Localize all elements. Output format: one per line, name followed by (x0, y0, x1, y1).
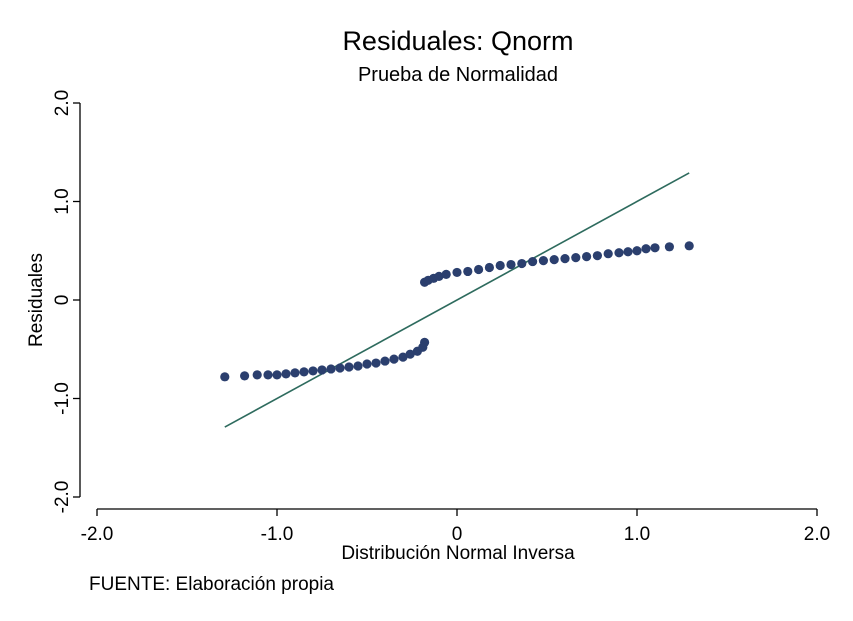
data-point (506, 259, 516, 270)
data-point (272, 370, 282, 380)
data-point (603, 249, 613, 259)
y-tick-label: 0 (52, 295, 73, 306)
data-point (571, 253, 581, 263)
data-point (650, 243, 660, 253)
data-point (641, 244, 651, 254)
data-point (344, 362, 354, 372)
data-point (380, 356, 390, 366)
data-point (582, 252, 592, 262)
data-point (434, 271, 444, 281)
data-point (632, 246, 642, 256)
data-point (299, 367, 309, 377)
reference-line-group (224, 172, 690, 428)
chart-subtitle: Prueba de Normalidad (358, 64, 558, 86)
y-tick-label: -2.0 (52, 481, 73, 514)
data-point (326, 364, 336, 374)
data-point (398, 352, 408, 362)
y-axis-title: Residuales (26, 253, 47, 347)
data-point (474, 264, 484, 275)
data-point (308, 366, 318, 376)
data-point (317, 365, 327, 375)
data-point (389, 354, 399, 364)
x-tick-label: 2.0 (804, 524, 830, 545)
data-point (371, 358, 381, 368)
source-note: FUENTE: Elaboración propia (89, 574, 334, 595)
data-point (592, 251, 603, 261)
data-point (252, 370, 262, 380)
data-point (263, 370, 273, 380)
data-point (463, 266, 473, 277)
x-tick-label: -2.0 (81, 524, 114, 545)
data-point (441, 269, 451, 279)
data-point (452, 267, 462, 278)
data-points (220, 241, 694, 382)
data-point (484, 262, 494, 273)
y-tick-label: -1.0 (52, 382, 73, 415)
data-point (362, 359, 372, 369)
x-axis-title: Distribución Normal Inversa (341, 543, 575, 564)
y-tick-label: 1.0 (52, 188, 73, 214)
data-point (560, 254, 570, 264)
data-point (290, 368, 300, 378)
data-point (549, 255, 559, 265)
data-point (623, 247, 633, 257)
data-point (240, 371, 250, 381)
reference-line (224, 172, 690, 428)
axes: -2.0 -1.0 0 1.0 2.0 -2.0 -1.0 0 1.0 2.0 (52, 90, 830, 545)
y-tick-label: 2.0 (52, 90, 73, 116)
data-point (335, 363, 345, 373)
data-point (684, 241, 694, 251)
data-point (517, 258, 527, 269)
data-point (495, 260, 505, 271)
x-tick-label: 0 (452, 524, 463, 545)
data-point (528, 256, 538, 267)
data-point (353, 361, 363, 371)
data-point (614, 248, 624, 258)
data-point (420, 337, 430, 347)
data-point (281, 369, 291, 379)
chart-title: Residuales: Qnorm (342, 26, 573, 56)
data-point (664, 242, 675, 252)
data-point (405, 349, 415, 359)
data-point (538, 256, 549, 266)
x-tick-label: -1.0 (261, 524, 294, 545)
data-point (220, 372, 230, 382)
x-tick-label: 1.0 (624, 524, 650, 545)
